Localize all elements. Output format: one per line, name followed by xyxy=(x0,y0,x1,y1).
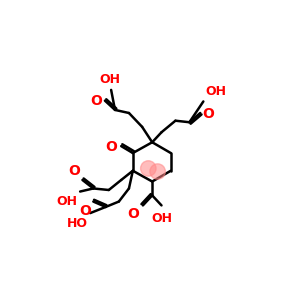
Text: O: O xyxy=(79,204,91,218)
Text: OH: OH xyxy=(206,85,227,98)
Text: O: O xyxy=(90,94,102,108)
Text: O: O xyxy=(202,107,214,121)
Circle shape xyxy=(150,164,165,179)
Text: OH: OH xyxy=(152,212,173,225)
Text: HO: HO xyxy=(67,217,88,230)
Text: OH: OH xyxy=(57,195,78,208)
Text: OH: OH xyxy=(99,73,120,86)
Text: O: O xyxy=(127,207,139,221)
Text: O: O xyxy=(68,164,80,178)
Circle shape xyxy=(141,161,156,176)
Text: O: O xyxy=(106,140,117,154)
